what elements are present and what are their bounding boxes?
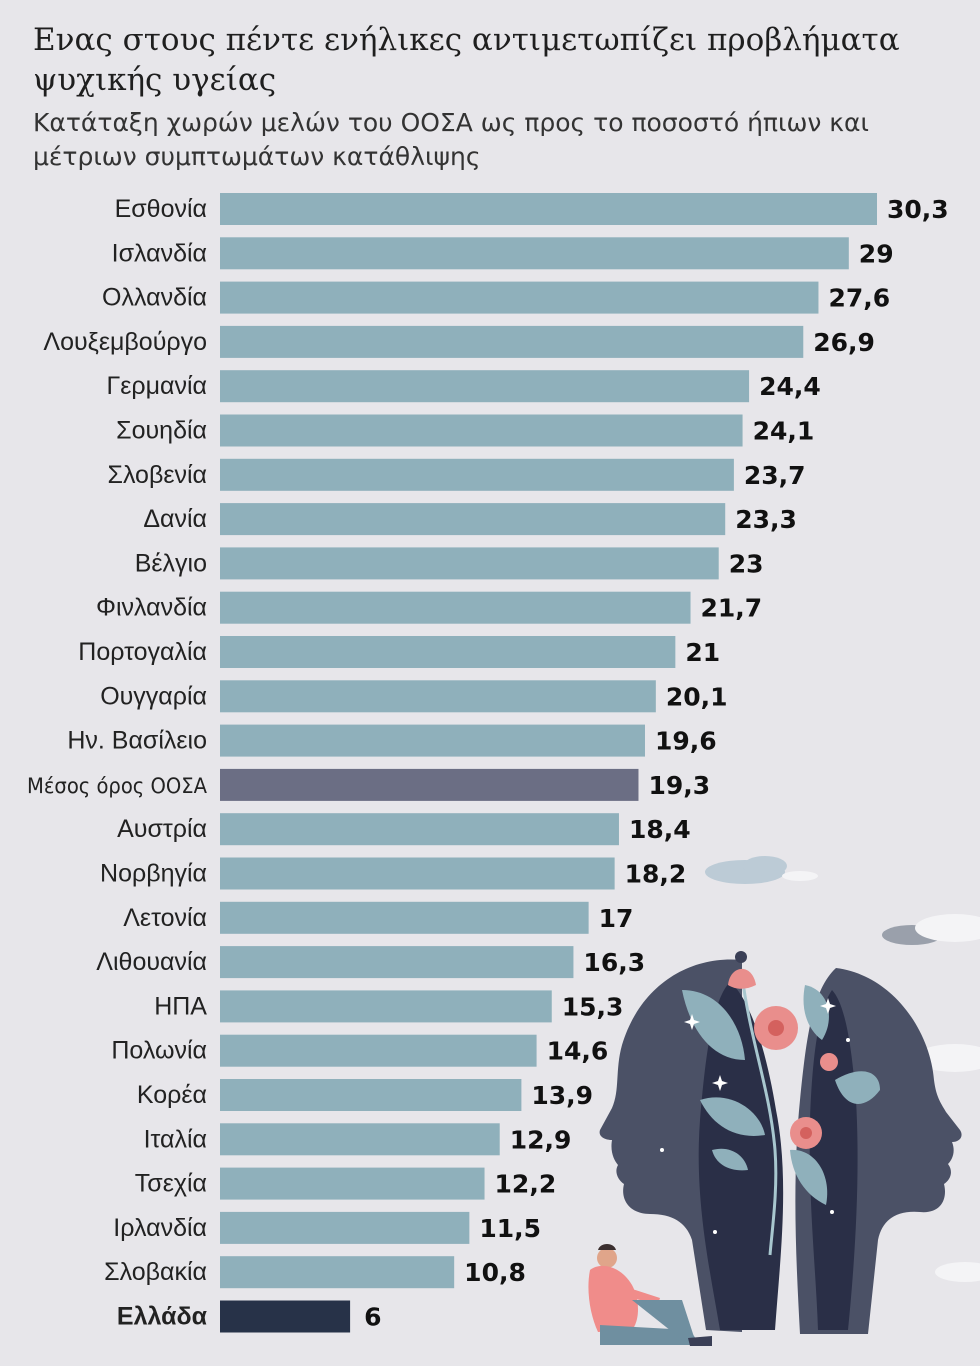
star-icon (660, 998, 850, 1234)
bar-26 (220, 1300, 351, 1333)
category-label: Ουγγαρία (100, 682, 207, 710)
value-label: 20,1 (666, 682, 728, 711)
value-label: 21 (685, 638, 720, 667)
bar-22 (220, 1123, 500, 1156)
sitting-person-icon (588, 1244, 712, 1346)
value-label: 11,5 (479, 1214, 541, 1243)
bar-3 (220, 281, 819, 314)
value-label: 6 (364, 1303, 381, 1332)
bar-4 (220, 325, 804, 358)
chart-subtitle: Κατάταξη χωρών μελών του ΟΟΣΑ ως προς το… (33, 108, 869, 171)
value-label: 15,3 (562, 992, 624, 1021)
category-label: Λουξεμβούργο (43, 328, 207, 356)
category-label: Αυστρία (117, 815, 207, 843)
category-label: Τσεχία (135, 1170, 207, 1198)
bar-6 (220, 414, 743, 447)
category-label: Ολλανδία (102, 284, 207, 312)
category-label: Μέσος όρος ΟΟΣΑ (27, 774, 208, 798)
bar-13 (220, 724, 645, 757)
bar-16 (220, 857, 615, 890)
category-label: Πολωνία (111, 1037, 207, 1065)
category-label: Φινλανδία (96, 594, 207, 622)
bar-24 (220, 1211, 470, 1244)
value-label: 18,2 (625, 860, 687, 889)
bar-8 (220, 503, 726, 536)
bar-12 (220, 680, 656, 713)
bar-19 (220, 990, 552, 1023)
bar-15 (220, 813, 619, 846)
bar-23 (220, 1167, 485, 1200)
value-label: 16,3 (583, 948, 645, 977)
bar-10 (220, 591, 691, 624)
value-label: 23 (729, 549, 764, 578)
category-label: Πορτογαλία (78, 638, 207, 666)
bar-2 (220, 237, 849, 270)
category-label: Ισλανδία (112, 239, 207, 267)
value-label: 14,6 (547, 1037, 609, 1066)
bar-21 (220, 1079, 522, 1111)
bar-25 (220, 1256, 455, 1289)
value-label: 13,9 (531, 1081, 593, 1110)
category-label: Εσθονία (115, 195, 207, 223)
cloud-icon (882, 914, 980, 945)
value-label: 23,3 (735, 505, 797, 534)
value-label: 21,7 (701, 594, 763, 623)
value-label: 23,7 (744, 461, 806, 490)
bar-14 (220, 768, 639, 801)
value-label: 27,6 (828, 284, 890, 313)
category-label: Σουηδία (116, 417, 207, 445)
value-label: 10,8 (464, 1258, 526, 1287)
category-label: ΗΠΑ (154, 992, 207, 1020)
category-label: Ην. Βασίλειο (67, 727, 207, 755)
cloud-icon (705, 856, 818, 884)
bar-1 (220, 193, 877, 225)
category-label: Γερμανία (106, 372, 207, 400)
category-label: Ελλάδα (117, 1303, 208, 1331)
flower-icon (728, 951, 838, 1149)
value-label: 12,9 (510, 1125, 572, 1154)
bar-11 (220, 636, 676, 668)
value-label: 29 (859, 239, 894, 268)
bar-5 (220, 370, 750, 403)
category-label: Βέλγιο (135, 549, 207, 577)
category-label: Ιταλία (144, 1125, 207, 1153)
bar-17 (220, 901, 589, 934)
category-label: Ιρλανδία (113, 1214, 207, 1242)
category-label: Δανία (143, 505, 207, 533)
bar-9 (220, 547, 719, 580)
value-label: 24,1 (753, 417, 815, 446)
value-label: 26,9 (813, 328, 875, 357)
category-label: Λιθουανία (96, 948, 207, 976)
category-label: Σλοβενία (107, 461, 207, 489)
value-label: 18,4 (629, 815, 691, 844)
flower-stem-shape (740, 974, 778, 1256)
value-label: 19,6 (655, 727, 717, 756)
category-label: Νορβηγία (100, 860, 207, 888)
value-label: 12,2 (495, 1170, 557, 1199)
chart-title: Ενας στους πέντε ενήλικες αντιμετωπίζει … (33, 22, 900, 98)
bar-7 (220, 458, 734, 491)
category-label: Σλοβακία (104, 1258, 207, 1286)
bar-20 (220, 1034, 537, 1067)
value-label: 30,3 (887, 195, 949, 224)
category-label: Κορέα (137, 1081, 207, 1109)
value-label: 24,4 (759, 372, 821, 401)
category-label: Λετονία (123, 904, 207, 932)
bar-18 (220, 946, 574, 979)
value-label: 17 (599, 904, 634, 933)
leaf-icon (682, 985, 880, 1205)
value-label: 19,3 (648, 771, 710, 800)
